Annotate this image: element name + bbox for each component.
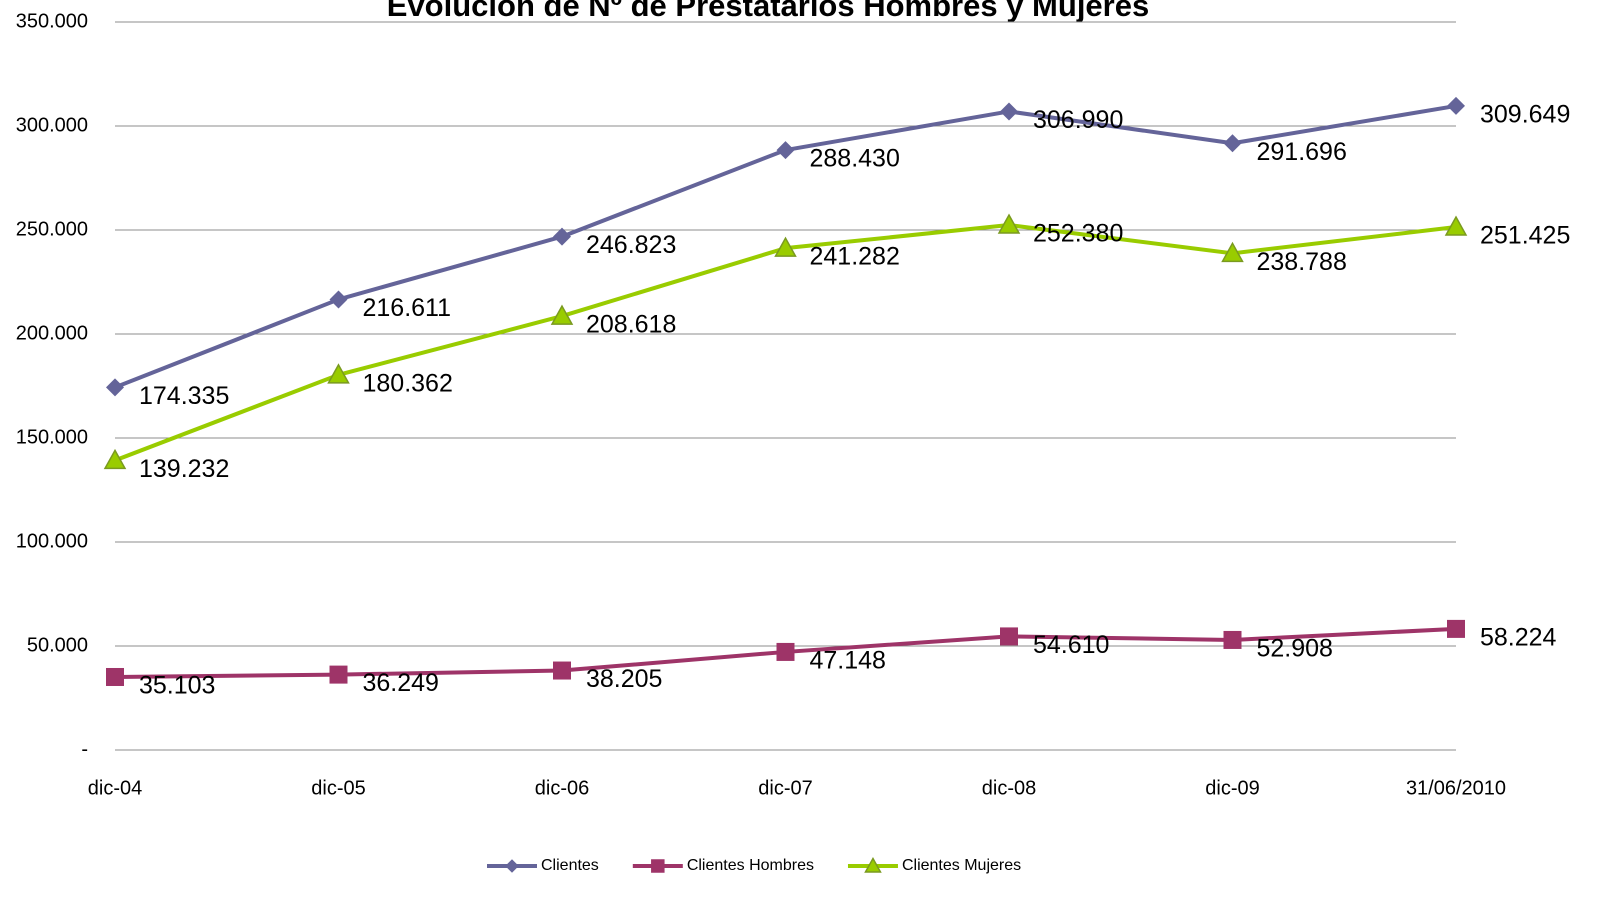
marker [553, 227, 571, 246]
marker [864, 856, 882, 873]
marker [329, 290, 348, 309]
data-label: 252.380 [1033, 220, 1123, 248]
marker [997, 213, 1021, 234]
y-tick-label: 350.000 [16, 10, 88, 32]
data-label: 38.205 [586, 665, 662, 693]
marker [553, 661, 571, 680]
y-tick-label: 150.000 [16, 426, 88, 448]
y-tick-label: 250.000 [16, 218, 88, 240]
legend-label: Clientes [541, 857, 599, 874]
marker [327, 363, 350, 384]
data-label: 52.908 [1257, 635, 1333, 663]
data-label: 241.282 [810, 243, 900, 271]
y-tick-label: 200.000 [16, 322, 88, 344]
x-tick-label: dic-04 [88, 777, 142, 799]
marker [505, 859, 519, 873]
data-label: 216.611 [363, 294, 452, 322]
data-label: 58.224 [1480, 624, 1557, 652]
y-tick-label: 50.000 [27, 634, 88, 656]
x-tick-label: dic-07 [758, 777, 812, 799]
marker [776, 642, 795, 661]
marker [774, 236, 797, 257]
legend-label: Clientes Hombres [687, 857, 814, 874]
x-tick-label: 31/06/2010 [1406, 777, 1506, 799]
data-label: 54.610 [1033, 631, 1109, 659]
data-label: 238.788 [1257, 248, 1347, 276]
marker [103, 448, 127, 470]
marker [1447, 96, 1465, 115]
marker [1447, 619, 1465, 638]
x-tick-label: dic-05 [311, 777, 365, 799]
marker [106, 378, 124, 397]
marker [1000, 627, 1018, 646]
data-label: 246.823 [586, 231, 676, 259]
y-tick-label: 300.000 [16, 114, 88, 136]
data-label: 291.696 [1257, 138, 1347, 166]
x-tick-label: dic-09 [1205, 777, 1259, 799]
marker [1221, 241, 1244, 263]
data-label: 139.232 [139, 455, 229, 483]
marker [1000, 102, 1018, 121]
data-label: 288.430 [810, 145, 900, 173]
data-label: 35.103 [139, 672, 215, 700]
marker [776, 141, 795, 160]
marker [329, 665, 348, 684]
y-tick-label: 100.000 [16, 530, 88, 552]
data-label: 306.990 [1033, 106, 1123, 134]
data-label: 47.148 [810, 647, 886, 675]
legend-label: Clientes Mujeres [902, 857, 1021, 874]
data-label: 174.335 [139, 382, 229, 410]
data-label: 36.249 [363, 669, 439, 697]
marker [1223, 134, 1242, 153]
marker [651, 859, 665, 873]
marker [1444, 215, 1468, 236]
marker [550, 304, 574, 325]
data-label: 208.618 [586, 311, 676, 339]
x-tick-label: dic-06 [535, 777, 589, 799]
data-label: 251.425 [1480, 222, 1570, 250]
marker [1223, 630, 1242, 649]
data-label: 180.362 [363, 369, 453, 397]
y-tick-label: - [81, 738, 88, 760]
data-label: 309.649 [1480, 101, 1570, 129]
chart-title: Evolución de Nº de Prestatarios Hombres … [387, 0, 1149, 23]
x-tick-label: dic-08 [982, 777, 1036, 799]
marker [106, 667, 124, 686]
series-line [114, 223, 1457, 463]
